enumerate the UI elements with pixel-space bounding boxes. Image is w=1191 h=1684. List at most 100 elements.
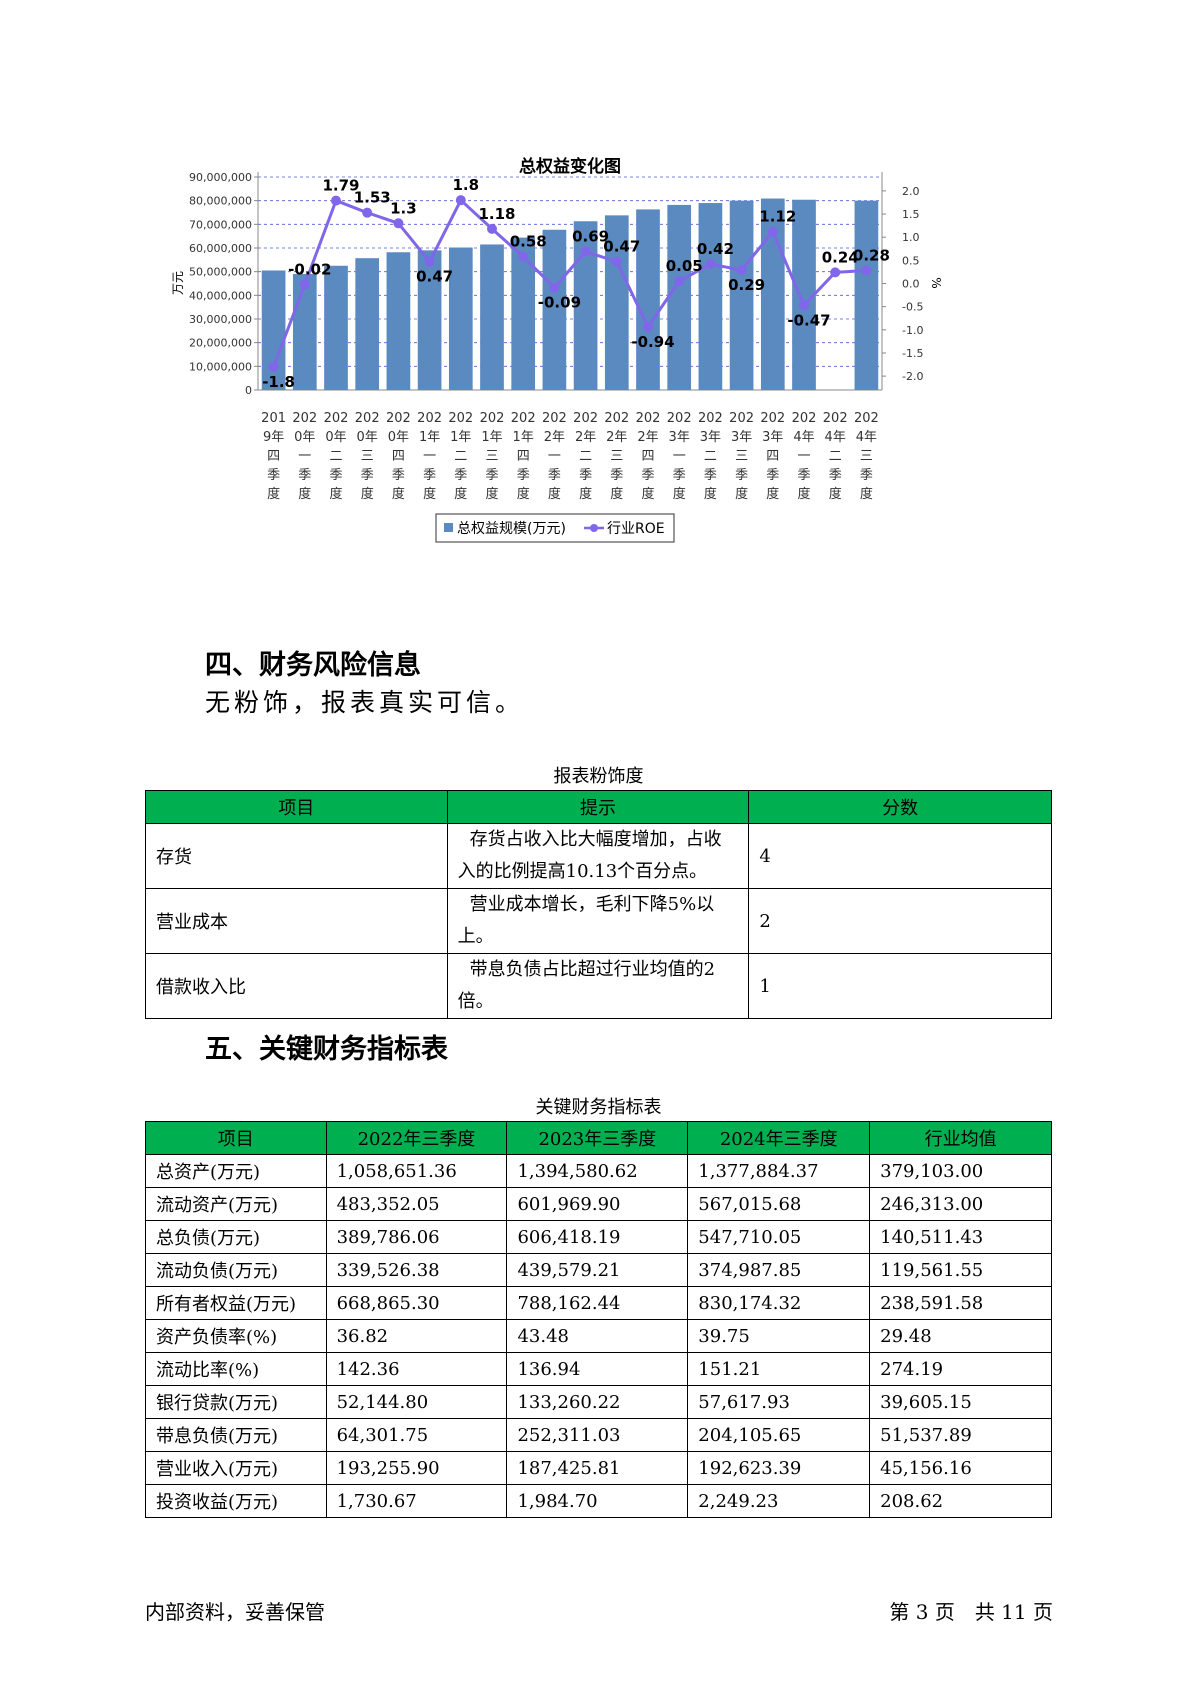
value-cell: 57,617.93 [687,1385,871,1419]
tip-cell: 营业成本增长，毛利下降5%以上。 [446,888,750,954]
item-cell: 存货 [145,823,448,889]
y-tick-label: 0 [245,384,252,397]
value-cell: 208.62 [869,1484,1052,1518]
roe-point [268,361,279,372]
roe-point [487,223,497,234]
risk-summary: 无粉饰，报表真实可信。 [205,688,525,717]
score-cell: 2 [748,888,1052,954]
header-cell: 分数 [748,790,1052,824]
value-cell: 142.36 [325,1352,508,1386]
roe-data-label: -0.09 [538,294,581,312]
value-cell: 788,162.44 [506,1286,689,1320]
value-cell: 606,418.19 [506,1220,689,1254]
value-cell: 39.75 [687,1319,871,1353]
y2-tick-label: 1.0 [902,231,920,244]
roe-data-label: 1.8 [453,176,480,194]
y2-tick-label: 0.5 [902,254,920,267]
roe-data-label: 1.18 [478,205,515,223]
value-cell: 187,425.81 [506,1451,689,1485]
roe-point [736,265,747,276]
bar [573,221,598,390]
roe-data-label: 0.58 [510,233,547,251]
value-cell: 51,537.89 [869,1418,1052,1452]
roe-point [424,256,435,267]
item-cell: 总资产(万元) [145,1154,327,1188]
page-number: 第 3 页 共 11 页 [889,1600,1053,1624]
header-cell: 2022年三季度 [325,1121,508,1155]
footer-left: 内部资料，妥善保管 [145,1600,325,1624]
kpi-table-caption: 关键财务指标表 [535,1097,662,1118]
legend-box [435,513,675,543]
bar [854,200,879,390]
roe-data-label: 0.24 [822,248,859,266]
roe-data-label: -0.94 [631,333,674,351]
x-tick-label: 202 4年一季度 [792,411,817,502]
tip-cell: 存货占收入比大幅度增加，占收入的比例提高10.13个百分点。 [446,823,750,889]
y2-tick-label: -1.5 [902,347,923,360]
tip-cell: 带息负债占比超过行业均值的2倍。 [446,953,750,1019]
roe-point [705,259,716,270]
roe-data-label: 0.28 [853,247,890,265]
bar [355,258,380,390]
y-tick-label: 30,000,000 [189,313,252,326]
bar [542,229,567,390]
roe-point [861,265,872,276]
roe-point [767,226,778,237]
y-tick-label: 60,000,000 [189,242,252,255]
x-tick-label: 202 3年二季度 [698,411,723,502]
value-cell: 36.82 [325,1319,508,1353]
table-row: 存货 存货占收入比大幅度增加，占收入的比例提高10.13个百分点。 4 [145,823,1052,889]
item-cell: 总负债(万元) [145,1220,327,1254]
roe-point [331,195,341,206]
roe-data-label: 0.47 [603,238,640,256]
y-axis-label: 万元 [171,271,185,295]
legend-bar-swatch [444,523,453,532]
roe-data-label: 0.47 [416,268,453,286]
x-tick-label: 202 1年二季度 [448,411,473,502]
x-tick-label: 202 3年三季度 [729,411,754,502]
bar [261,270,286,390]
x-tick-label: 202 1年一季度 [417,411,442,502]
y2-tick-label: 1.5 [902,208,920,221]
value-cell: 483,352.05 [325,1187,508,1221]
x-tick-label: 202 3年四季度 [760,411,785,502]
score-cell: 4 [748,823,1052,889]
item-cell: 投资收益(万元) [145,1484,327,1518]
x-tick-label: 201 9年四季度 [261,411,286,502]
item-cell: 营业收入(万元) [145,1451,327,1485]
item-cell: 流动资产(万元) [145,1187,327,1221]
table-row: 所有者权益(万元) 668,865.30 788,162.44 830,174.32 2… [145,1286,1052,1320]
roe-point [799,300,809,311]
table-row: 银行贷款(万元) 52,144.80 133,260.22 57,617.93 39,6… [145,1385,1052,1419]
value-cell: 136.94 [506,1352,689,1386]
legend-line-label: 行业ROE [607,521,665,537]
roe-data-label: 0.69 [572,228,609,246]
chart-title: 总权益变化图 [519,157,621,177]
value-cell: 119,561.55 [869,1253,1052,1287]
item-cell: 资产负债率(%) [145,1319,327,1353]
x-tick-label: 202 0年四季度 [386,411,411,502]
roe-line [272,197,867,368]
x-tick-label: 202 1年四季度 [511,411,536,502]
value-cell: 64,301.75 [325,1418,508,1452]
value-cell: 374,987.85 [687,1253,871,1287]
bar [698,203,723,390]
equity-chart: 总权益变化图 0 10,000,000 20,000,000 30,000,000 40… [170,140,970,600]
x-tick-label: 202 2年四季度 [636,411,661,502]
risk-table: 项目 提示 分数 存货 存货占收入比大幅度增加，占收入的比例提高10.13个百分… [145,790,1052,1019]
section4-heading: 四、财务风险信息 [205,650,421,681]
item-cell: 银行贷款(万元) [145,1385,327,1419]
table-row: 资产负债率(%) 36.82 43.48 39.75 29.48 [145,1319,1052,1353]
y-tick-label: 10,000,000 [189,360,252,373]
bar [792,199,816,390]
y2-tick-label: -0.5 [902,301,923,314]
roe-point [643,322,653,333]
value-cell: 140,511.43 [869,1220,1052,1254]
value-cell: 274.19 [869,1352,1052,1386]
roe-point [580,246,591,257]
value-cell: 1,394,580.62 [506,1154,689,1188]
table-row: 总负债(万元) 389,786.06 606,418.19 547,710.05 140… [145,1220,1052,1254]
roe-point [830,267,841,278]
score-cell: 1 [748,953,1052,1019]
bar [417,250,442,390]
